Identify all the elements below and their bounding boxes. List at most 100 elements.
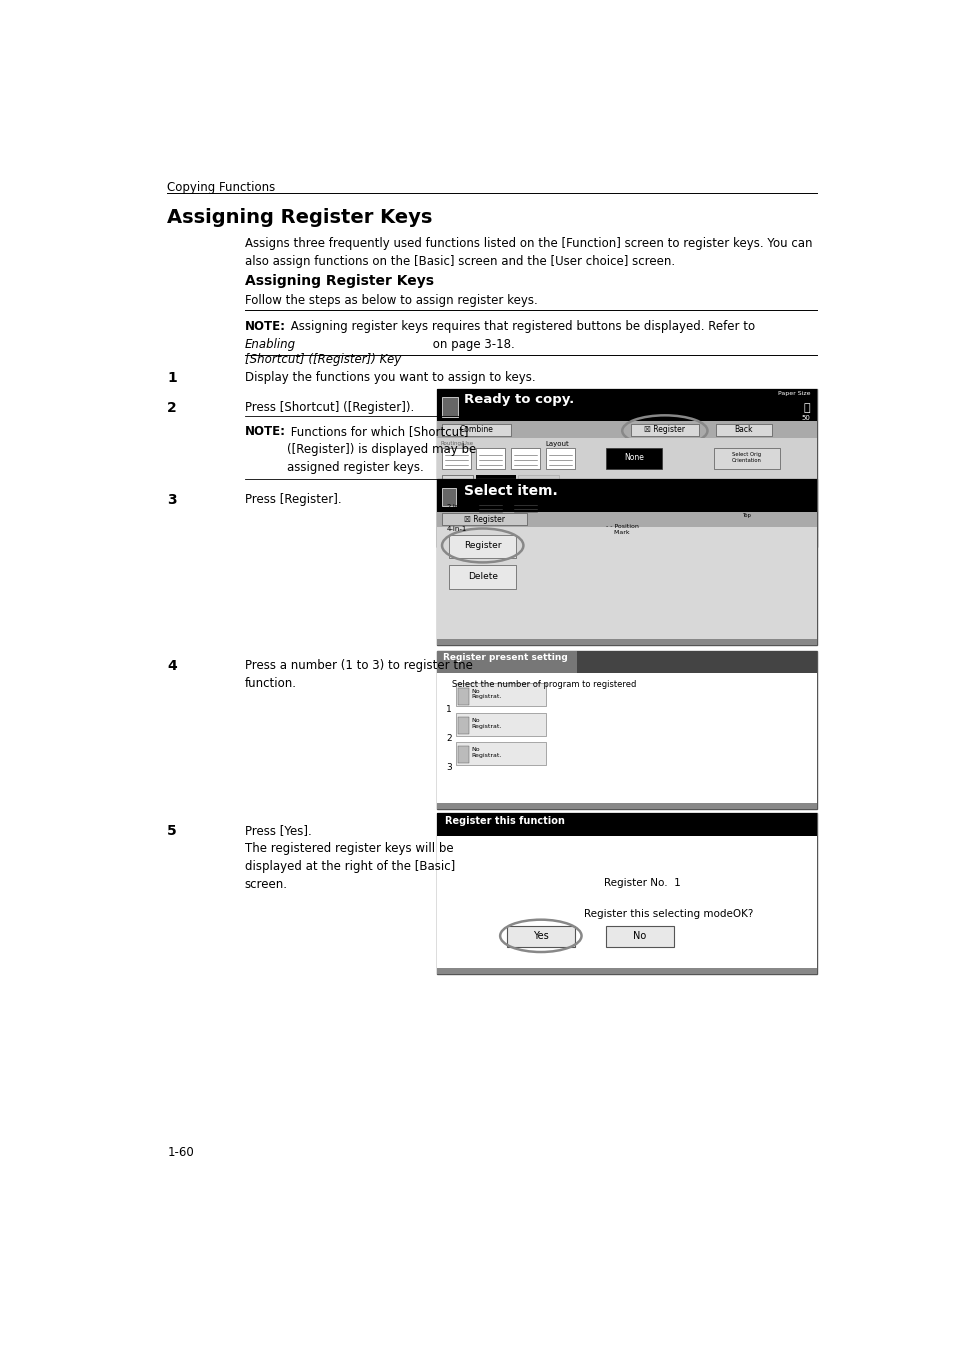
Bar	[441, 448, 471, 470]
Bar	[510, 500, 539, 516]
Text: The registered register keys will be
displayed at the right of the [Basic]
scree: The registered register keys will be dis…	[245, 842, 455, 891]
Text: Register: Register	[463, 541, 501, 549]
Bar	[436, 651, 816, 809]
Text: 4-in-1: 4-in-1	[447, 526, 467, 532]
Text: Press a number (1 to 3) to register the
function.: Press a number (1 to 3) to register the …	[245, 659, 472, 690]
Text: 1: 1	[446, 705, 452, 714]
Bar	[476, 500, 505, 516]
Bar	[442, 397, 457, 417]
Bar	[517, 475, 558, 491]
Text: Press [Shortcut] ([Register]).: Press [Shortcut] ([Register]).	[245, 401, 414, 413]
Text: Register present setting: Register present setting	[443, 653, 567, 663]
Bar	[456, 741, 545, 765]
Bar	[605, 448, 661, 470]
Text: No
Registrat.: No Registrat.	[471, 747, 501, 757]
Text: 50: 50	[801, 414, 810, 421]
Text: Delete: Delete	[467, 572, 497, 580]
Bar	[510, 448, 539, 470]
Bar	[436, 813, 816, 975]
Text: 2: 2	[167, 401, 177, 414]
Text: Layout: Layout	[545, 440, 568, 447]
Text: 2-in-1: 2-in-1	[447, 504, 467, 510]
Text: Assigns three frequently used functions listed on the [Function] screen to regis: Assigns three frequently used functions …	[245, 238, 811, 269]
Text: NOTE:: NOTE:	[245, 320, 286, 333]
Text: ☒ Register: ☒ Register	[463, 514, 504, 524]
Bar	[605, 926, 674, 948]
Text: ---  Dotted: --- Dotted	[605, 504, 641, 510]
Text: Follow the steps as below to assign register keys.: Follow the steps as below to assign regi…	[245, 294, 537, 308]
Text: No
Registrat.: No Registrat.	[471, 718, 501, 729]
Bar	[441, 513, 526, 525]
Text: Assigning register keys requires that registered buttons be displayed. Refer to: Assigning register keys requires that re…	[287, 320, 759, 333]
Text: Select Orig
Orientation: Select Orig Orientation	[731, 452, 761, 463]
FancyBboxPatch shape	[449, 566, 516, 589]
FancyBboxPatch shape	[449, 535, 516, 558]
Text: None: None	[623, 454, 643, 462]
Text: 1-60: 1-60	[167, 1146, 193, 1160]
Bar	[436, 651, 576, 672]
Bar	[476, 448, 505, 470]
Bar	[436, 672, 816, 809]
Bar	[436, 836, 816, 975]
Text: Top Edge
Top: Top Edge Top	[735, 508, 758, 518]
Bar	[457, 747, 468, 763]
Text: —  Solid: — Solid	[605, 479, 634, 485]
Text: Enabling
[Shortcut] ([Register]) Key: Enabling [Shortcut] ([Register]) Key	[245, 338, 400, 366]
Bar	[436, 512, 816, 526]
Text: Select item.: Select item.	[464, 483, 558, 498]
Bar	[506, 926, 575, 948]
Bar	[545, 448, 575, 470]
Bar	[436, 968, 816, 975]
Text: Back: Back	[734, 425, 752, 435]
Bar	[436, 541, 816, 547]
Bar	[714, 448, 780, 470]
Text: Register this function: Register this function	[444, 815, 564, 826]
Text: NOTE:: NOTE:	[245, 425, 286, 439]
Bar	[436, 389, 816, 547]
Text: 2: 2	[446, 734, 452, 743]
Text: Register this selecting modeOK?: Register this selecting modeOK?	[583, 909, 753, 919]
Text: Functions for which [Shortcut]
([Register]) is displayed may be
assigned registe: Functions for which [Shortcut] ([Registe…	[287, 425, 476, 474]
Bar	[457, 717, 468, 734]
Text: 5: 5	[167, 825, 177, 838]
Text: 4: 4	[167, 659, 177, 672]
Text: Ready to copy.: Ready to copy.	[464, 393, 574, 406]
Text: Display the functions you want to assign to keys.: Display the functions you want to assign…	[245, 371, 535, 385]
Bar	[457, 688, 468, 705]
Bar	[436, 803, 816, 809]
Text: Press [Yes].: Press [Yes].	[245, 825, 312, 837]
Bar	[436, 639, 816, 645]
Text: 1: 1	[167, 371, 177, 386]
Bar	[436, 421, 816, 439]
Text: Copying Functions: Copying Functions	[167, 181, 275, 194]
Bar	[714, 479, 780, 516]
Text: ☒ Register: ☒ Register	[643, 425, 684, 435]
Text: ␤: ␤	[803, 404, 810, 413]
Bar	[456, 683, 545, 706]
Text: Yes: Yes	[533, 931, 548, 941]
Text: on page 3-18.: on page 3-18.	[429, 338, 515, 351]
Bar	[510, 521, 539, 539]
Bar	[442, 487, 456, 506]
Bar	[630, 424, 699, 436]
Bar	[436, 813, 816, 836]
Text: Off: Off	[452, 479, 462, 485]
Bar	[441, 500, 472, 516]
Text: No
Registrat.: No Registrat.	[471, 688, 501, 699]
Bar	[456, 713, 545, 736]
Bar	[436, 479, 816, 645]
Bar	[441, 521, 472, 539]
Text: - - Position
    Mark: - - Position Mark	[605, 524, 639, 535]
Bar	[436, 439, 816, 547]
Bar	[476, 521, 505, 539]
Text: Combine: Combine	[459, 425, 493, 435]
Text: Press [Register].: Press [Register].	[245, 493, 341, 506]
Bar	[436, 389, 816, 421]
Text: Assigning Register Keys: Assigning Register Keys	[245, 274, 434, 288]
Text: Register No.  1: Register No. 1	[603, 878, 679, 888]
Bar	[436, 651, 816, 672]
Text: Select the number of program to registered: Select the number of program to register…	[452, 680, 637, 690]
Bar	[441, 475, 472, 491]
Text: 3: 3	[446, 763, 452, 772]
Text: No: No	[633, 931, 646, 941]
